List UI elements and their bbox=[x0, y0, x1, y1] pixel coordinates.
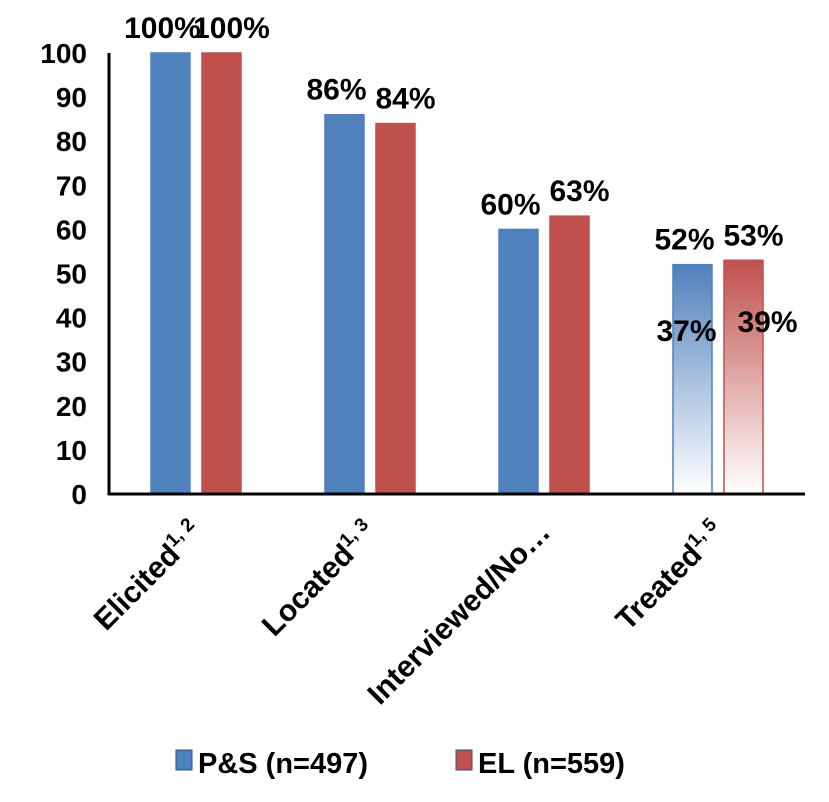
bar bbox=[498, 228, 539, 495]
y-tick-label: 100 bbox=[40, 38, 87, 69]
y-tick-label: 40 bbox=[56, 303, 87, 334]
annotation-label: 39% bbox=[737, 306, 797, 339]
data-label: 100% bbox=[124, 12, 201, 45]
bar bbox=[375, 122, 416, 495]
data-label: 63% bbox=[549, 175, 609, 208]
x-tick-superscript: 1, 2 bbox=[162, 514, 199, 551]
y-tick-label: 50 bbox=[56, 259, 87, 290]
data-label: 60% bbox=[480, 188, 540, 221]
y-tick-label: 30 bbox=[56, 347, 87, 378]
x-tick-superscript: 1, 5 bbox=[684, 514, 722, 552]
bar bbox=[201, 52, 242, 495]
y-tick-label: 10 bbox=[56, 435, 87, 466]
legend-label: EL (n=559) bbox=[478, 748, 625, 780]
bar bbox=[723, 259, 764, 495]
bar bbox=[672, 263, 713, 495]
legend: P&S (n=497) EL (n=559) bbox=[175, 748, 625, 780]
annotation-label: 37% bbox=[656, 315, 716, 348]
data-label: 53% bbox=[723, 219, 783, 252]
legend-swatch bbox=[455, 749, 473, 771]
data-label: 100% bbox=[193, 12, 270, 45]
x-tick-label: Treated1, 5 bbox=[608, 514, 731, 637]
x-tick-superscript: 1, 3 bbox=[336, 514, 373, 551]
y-tick-label: 60 bbox=[56, 214, 87, 245]
x-tick-label: Elicited1, 2 bbox=[86, 514, 209, 637]
x-tick-label: Interviewed/No… bbox=[362, 516, 557, 711]
y-tick-label: 80 bbox=[56, 126, 87, 157]
y-tick-label: 70 bbox=[56, 170, 87, 201]
y-tick-label: 90 bbox=[56, 82, 87, 113]
bar bbox=[324, 113, 365, 495]
data-label: 86% bbox=[306, 74, 366, 107]
data-label: 52% bbox=[654, 224, 714, 257]
y-tick-label: 20 bbox=[56, 391, 87, 422]
bars bbox=[150, 52, 764, 495]
legend-swatch bbox=[175, 749, 193, 771]
y-tick-label: 0 bbox=[71, 479, 87, 510]
legend-label: P&S (n=497) bbox=[198, 748, 368, 780]
data-labels: 100%100% 86% 84% 60% 63% 52% 53% 37% 39% bbox=[124, 12, 797, 348]
y-axis-ticks: 0 10 20 30 40 50 60 70 80 90 100 bbox=[40, 38, 87, 510]
x-tick-label: Located1, 3 bbox=[254, 514, 383, 643]
data-label: 84% bbox=[375, 83, 435, 116]
bar bbox=[150, 52, 191, 495]
bar bbox=[549, 215, 590, 495]
